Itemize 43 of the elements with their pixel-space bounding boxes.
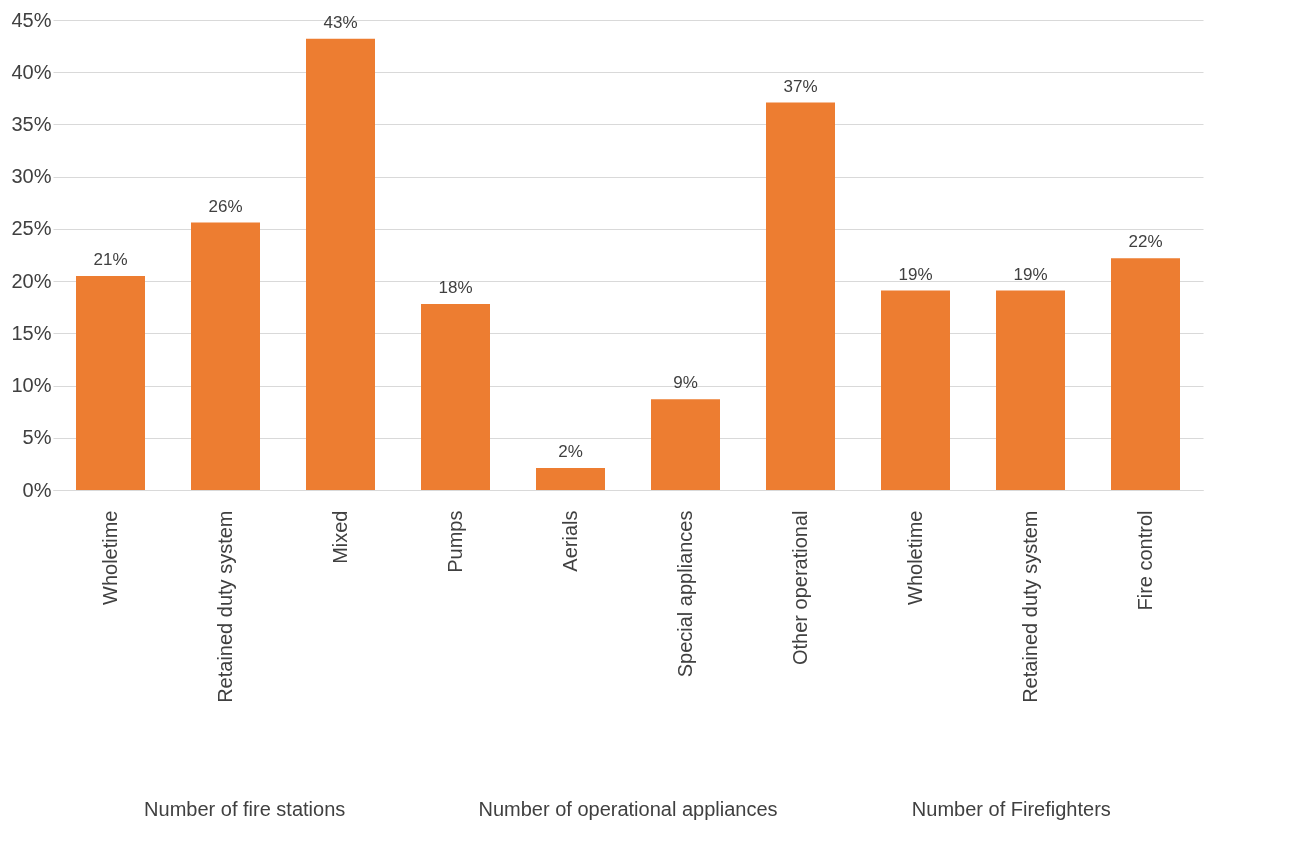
x-tick-label: Wholetime <box>98 510 121 605</box>
data-label: 19% <box>1013 264 1048 284</box>
bar <box>881 290 950 490</box>
x-tick-label: Other operational <box>788 510 811 666</box>
data-label: 2% <box>558 442 583 462</box>
text: Number of fire stations <box>144 798 346 820</box>
x-tick-label: Retained duty system <box>1018 510 1041 703</box>
data-label: 43% <box>323 12 358 32</box>
y-tick-label: 20% <box>11 269 52 292</box>
y-tick-label: 0% <box>22 478 52 501</box>
bar <box>536 468 605 490</box>
y-tick-label: 40% <box>11 60 52 83</box>
y-tick-label: 30% <box>11 165 52 188</box>
x-tick-label: Retained duty system <box>213 510 236 703</box>
data-label: 9% <box>673 373 698 393</box>
y-tick-label: 15% <box>11 321 52 344</box>
data-label: 19% <box>898 264 933 284</box>
x-tick-label: Special appliances <box>673 510 696 678</box>
bar <box>996 290 1065 490</box>
y-tick-label: 5% <box>22 426 52 449</box>
x-tick-label: Wholetime <box>903 510 926 605</box>
bar <box>421 304 490 490</box>
text: Number of operational appliances <box>478 798 778 820</box>
bar <box>76 275 145 490</box>
data-label: 21% <box>93 249 128 269</box>
bar <box>766 102 835 490</box>
bar <box>1111 258 1180 490</box>
y-tick-label: 45% <box>11 8 52 31</box>
x-tick-label: Mixed <box>328 510 351 564</box>
x-tick-label: Aerials <box>558 510 581 572</box>
data-label: 37% <box>783 76 818 96</box>
y-tick-label: 35% <box>11 112 52 135</box>
bar <box>191 222 260 490</box>
data-label: 22% <box>1128 232 1163 252</box>
x-tick-label: Pumps <box>443 510 466 573</box>
text: Number of Firefighters <box>911 798 1111 820</box>
bar <box>651 399 720 490</box>
data-label: 26% <box>208 196 243 216</box>
bar <box>306 38 375 490</box>
y-tick-label: 10% <box>11 374 52 397</box>
data-label: 18% <box>438 278 473 298</box>
y-tick-label: 25% <box>11 217 52 240</box>
x-tick-label: Fire control <box>1133 510 1156 611</box>
